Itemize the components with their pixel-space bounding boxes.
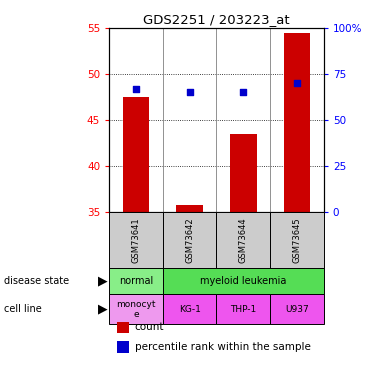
Bar [117,322,129,333]
Text: myeloid leukemia: myeloid leukemia [200,276,286,286]
Text: ▶: ▶ [98,303,108,316]
Text: ▶: ▶ [98,275,108,288]
Text: GSM73642: GSM73642 [185,217,194,263]
Text: KG-1: KG-1 [179,305,201,314]
Text: GSM73645: GSM73645 [292,217,302,263]
Bar [117,341,129,352]
Bar [283,33,310,212]
Title: GDS2251 / 203223_at: GDS2251 / 203223_at [143,13,290,26]
Point [240,90,246,96]
Bar [122,97,149,212]
Text: disease state: disease state [4,276,69,286]
Text: normal: normal [119,276,153,286]
Text: THP-1: THP-1 [230,305,256,314]
Text: U937: U937 [285,305,309,314]
Text: GSM73644: GSM73644 [239,217,248,263]
Point [187,90,193,96]
Bar [176,206,203,212]
Text: count: count [135,322,164,332]
Text: GSM73641: GSM73641 [131,217,141,263]
Point [133,86,139,92]
Text: cell line: cell line [4,304,41,314]
Bar [230,134,257,212]
Point [294,80,300,86]
Text: monocyt
e: monocyt e [116,300,156,319]
Text: percentile rank within the sample: percentile rank within the sample [135,342,311,352]
